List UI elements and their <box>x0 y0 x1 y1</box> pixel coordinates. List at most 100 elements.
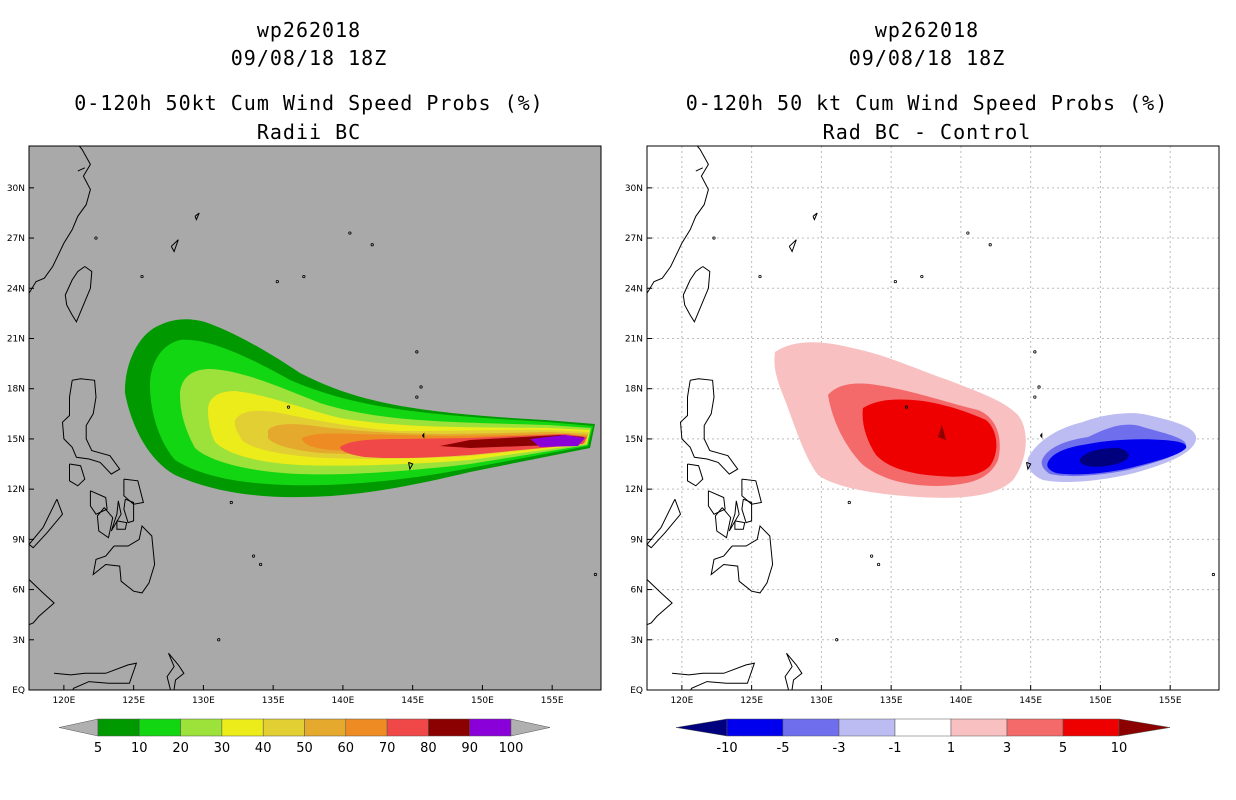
left-colorbar-label: 30 <box>214 741 231 756</box>
right-small-island <box>1211 572 1216 577</box>
right-small-island <box>870 554 874 558</box>
lon-label: 140E <box>949 696 972 706</box>
left-colorbar-label: 100 <box>499 741 524 756</box>
left-small-island <box>258 562 263 567</box>
left-small-island <box>415 350 419 354</box>
left-small-island <box>415 395 419 399</box>
left-small-island <box>286 405 291 409</box>
left-coast-mindanao <box>92 524 156 594</box>
left-coast-panay <box>89 490 108 515</box>
right-colorbar-label: -5 <box>777 741 790 756</box>
left-colorbar: 5 10 20 30 40 50 60 70 80 90 100 <box>58 718 551 756</box>
right-colorbar-label: 10 <box>1111 741 1128 756</box>
left-colorbar-label: 5 <box>94 741 102 756</box>
left-axes: EQ 3N 6N 9N 12N 15N 18N 21N 24N 27N 30N 120E 125E 130… <box>7 184 564 706</box>
lat-label: 24N <box>625 284 643 294</box>
left-coast-taiwan <box>64 266 93 323</box>
lon-label: 155E <box>1159 696 1182 706</box>
lon-label: 125E <box>122 696 145 706</box>
left-colorbar-label: 80 <box>420 741 437 756</box>
right-small-island <box>1033 395 1037 399</box>
right-coast-negros <box>714 507 732 539</box>
lon-label: 120E <box>670 696 693 706</box>
lon-label: 120E <box>52 696 75 706</box>
right-coast-bohol <box>734 520 746 530</box>
right-coast-ryukyu1 <box>788 239 797 253</box>
left-coast-leyte <box>123 498 135 524</box>
right-colorbar-label: 3 <box>1003 741 1011 756</box>
left-coast-bohol <box>116 520 128 530</box>
left-colorbar-low-arrow <box>58 718 99 737</box>
right-coast-mindoro <box>687 463 704 487</box>
left-panel: wp262018 09/08/18 18Z 0-120h 50kt Cum Wi… <box>7 18 602 756</box>
right-coast-cebu <box>728 500 740 532</box>
left-colorbar-swatch <box>469 718 512 737</box>
left-coast-borneo <box>29 579 55 626</box>
right-colorbar-label: 1 <box>947 741 955 756</box>
right-coast-taiwan <box>682 266 711 323</box>
left-colorbar-label: 20 <box>172 741 189 756</box>
lat-label: EQ <box>630 686 643 696</box>
left-coast-guam <box>408 461 414 471</box>
left-small-island <box>419 385 423 389</box>
lat-label: 18N <box>7 385 25 395</box>
lat-label: 3N <box>631 636 643 646</box>
left-small-island <box>275 279 279 284</box>
right-coast-chinaCoast <box>647 146 709 294</box>
right-axes: EQ 3N 6N 9N 12N 15N 18N 21N 24N 27N 30N 120E 125E 130… <box>625 184 1182 706</box>
left-coastlines <box>29 146 598 690</box>
lon-label: 135E <box>262 696 285 706</box>
left-small-island <box>302 274 306 279</box>
lon-label: 150E <box>1089 696 1112 706</box>
left-storm-id: wp262018 <box>256 18 362 42</box>
left-coast-cebu <box>110 500 122 532</box>
right-colorbar-swatch <box>726 718 784 737</box>
left-subtitle: Radii BC <box>256 120 362 144</box>
right-coast-jeju <box>695 167 704 172</box>
right-colorbar-high-arrow <box>1118 718 1171 737</box>
lat-label: 30N <box>625 184 643 194</box>
left-title: 0-120h 50kt Cum Wind Speed Probs (%) <box>74 91 544 115</box>
right-coast-newguineaBird <box>835 695 863 702</box>
right-map-figure: EQ 3N 6N 9N 12N 15N 18N 21N 24N 27N 30N 120E 125E 130… <box>625 145 1220 756</box>
lon-label: 130E <box>192 696 215 706</box>
right-small-island <box>847 500 851 505</box>
right-coast-palawan <box>647 498 682 549</box>
lat-label: 15N <box>625 435 643 445</box>
right-coast-sulawesi <box>672 662 756 690</box>
left-colorbar-swatch <box>428 718 470 737</box>
right-colorbar-swatch <box>894 718 952 737</box>
right-coastlines <box>647 146 1216 702</box>
right-small-island <box>893 279 897 284</box>
right-small-island <box>1037 385 1041 389</box>
left-small-island <box>140 274 144 279</box>
lat-label: 21N <box>7 334 25 344</box>
left-small-island <box>370 243 374 247</box>
right-small-island <box>876 562 881 567</box>
left-colorbar-label: 50 <box>296 741 313 756</box>
left-coast-negros <box>96 507 114 539</box>
right-colorbar-swatch <box>782 718 840 737</box>
right-small-island <box>1033 350 1037 354</box>
lon-label: 145E <box>1019 696 1042 706</box>
right-colorbar-label: -10 <box>716 741 737 756</box>
lon-label: 140E <box>331 696 354 706</box>
lat-label: 30N <box>7 184 25 194</box>
right-storm-id: wp262018 <box>874 18 980 42</box>
left-small-island <box>217 638 221 642</box>
left-small-island <box>94 236 98 240</box>
right-coast-mindanao <box>710 524 774 594</box>
left-small-island <box>348 231 352 235</box>
lon-label: 145E <box>401 696 424 706</box>
right-panel: wp262018 09/08/18 18Z 0-120h 50 kt Cum W… <box>618 0 1236 800</box>
right-coast-panay <box>707 490 726 515</box>
left-coast-sulawesi <box>54 662 138 690</box>
lat-label: 12N <box>625 485 643 495</box>
left-coast-luzon <box>61 378 121 475</box>
lat-label: 3N <box>13 636 25 646</box>
left-coast-jeju <box>77 167 86 172</box>
right-colorbar-label: -1 <box>889 741 902 756</box>
left-colorbar-label: 70 <box>379 741 396 756</box>
right-small-island <box>758 274 762 279</box>
left-coast-mindoro <box>69 463 86 487</box>
